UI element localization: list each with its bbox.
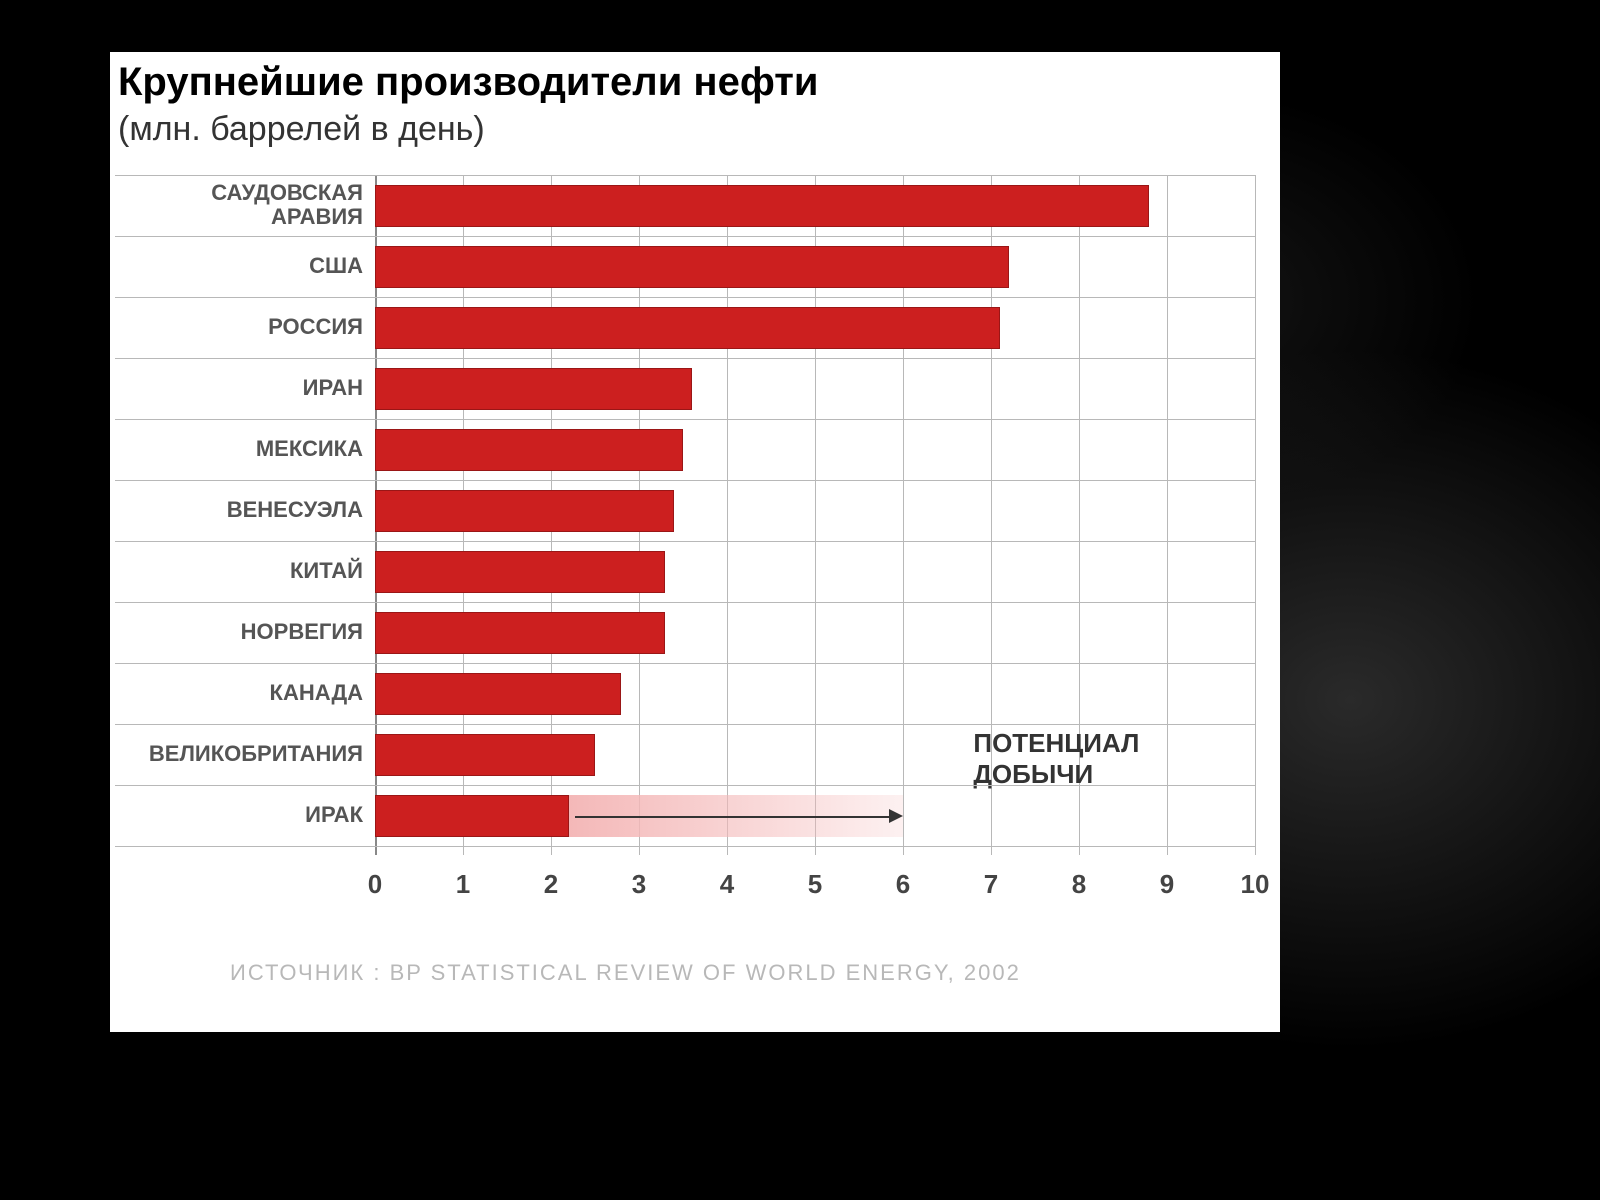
bar <box>375 673 621 715</box>
potential-legend: ПОТЕНЦИАЛ ДОБЫЧИ <box>973 728 1139 790</box>
x-tick-label: 10 <box>1241 869 1270 900</box>
category-label: США <box>115 254 363 278</box>
chart-panel: Крупнейшие производители нефти (млн. бар… <box>110 52 1280 1032</box>
gridline-horizontal <box>115 663 1255 664</box>
gridline-horizontal <box>115 419 1255 420</box>
chart-plot-area: ПОТЕНЦИАЛ ДОБЫЧИ <box>375 175 1255 855</box>
gridline-horizontal <box>115 358 1255 359</box>
gridline-horizontal <box>115 785 1255 786</box>
gridline-vertical <box>1255 175 1256 855</box>
potential-arrow-head <box>889 809 903 823</box>
x-tick-label: 6 <box>896 869 910 900</box>
gridline-vertical <box>1167 175 1168 855</box>
potential-arrow <box>575 816 889 818</box>
bar <box>375 185 1149 227</box>
category-label: КАНАДА <box>115 681 363 705</box>
chart-title: Крупнейшие производители нефти <box>118 60 818 105</box>
category-label: ИРАН <box>115 376 363 400</box>
bar <box>375 734 595 776</box>
bar <box>375 612 665 654</box>
bar <box>375 368 692 410</box>
bar <box>375 490 674 532</box>
gridline-horizontal <box>115 480 1255 481</box>
category-label: ИРАК <box>115 803 363 827</box>
x-tick-label: 5 <box>808 869 822 900</box>
category-label: МЕКСИКА <box>115 437 363 461</box>
gridline-horizontal <box>115 724 1255 725</box>
chart-subtitle: (млн. баррелей в день) <box>118 110 485 149</box>
x-tick-label: 9 <box>1160 869 1174 900</box>
x-tick-label: 4 <box>720 869 734 900</box>
x-tick-label: 0 <box>368 869 382 900</box>
gridline-horizontal <box>115 846 1255 847</box>
gridline-horizontal <box>115 602 1255 603</box>
bar <box>375 795 569 837</box>
gridline-horizontal <box>115 541 1255 542</box>
x-tick-label: 1 <box>456 869 470 900</box>
x-tick-label: 2 <box>544 869 558 900</box>
bar <box>375 551 665 593</box>
bar <box>375 307 1000 349</box>
category-label: САУДОВСКАЯ АРАВИЯ <box>115 181 363 229</box>
category-label: КИТАЙ <box>115 559 363 583</box>
category-label: НОРВЕГИЯ <box>115 620 363 644</box>
x-tick-label: 7 <box>984 869 998 900</box>
bar <box>375 429 683 471</box>
gridline-horizontal <box>115 297 1255 298</box>
category-label: РОССИЯ <box>115 315 363 339</box>
x-tick-label: 3 <box>632 869 646 900</box>
x-tick-label: 8 <box>1072 869 1086 900</box>
category-label: ВЕНЕСУЭЛА <box>115 498 363 522</box>
gridline-horizontal <box>115 175 1255 176</box>
category-label: ВЕЛИКОБРИТАНИЯ <box>115 742 363 766</box>
gridline-horizontal <box>115 236 1255 237</box>
bar <box>375 246 1009 288</box>
chart-source: ИСТОЧНИК : BP STATISTICAL REVIEW OF WORL… <box>230 960 1021 986</box>
